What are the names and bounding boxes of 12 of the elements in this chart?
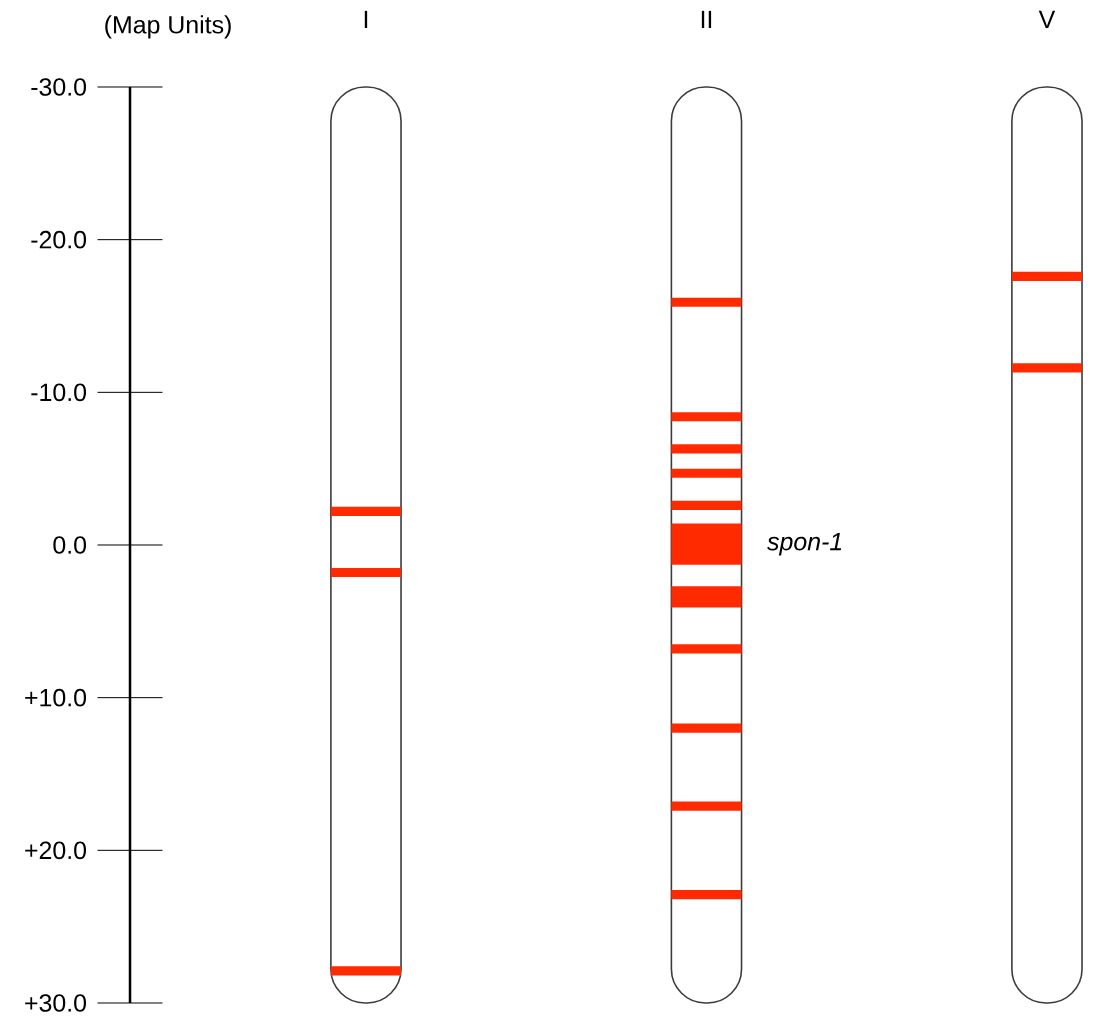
y-tick-label: -30.0 xyxy=(31,78,87,96)
y-tick-label: +20.0 xyxy=(25,841,87,860)
annotation: spon-1 xyxy=(767,533,842,556)
y-tick-label: -20.0 xyxy=(31,230,87,249)
x-tick-label: I xyxy=(364,10,368,28)
y-tick-label: 0.0 xyxy=(53,536,87,554)
y-tick-label: -10.0 xyxy=(31,383,87,402)
y-tick-label: +10.0 xyxy=(25,688,87,707)
x-tick-label: II xyxy=(701,10,712,28)
y-axis-title: (Map Units) xyxy=(105,15,231,39)
x-tick-label: V xyxy=(1038,10,1056,28)
y-tick-label: +30.0 xyxy=(25,994,87,1012)
